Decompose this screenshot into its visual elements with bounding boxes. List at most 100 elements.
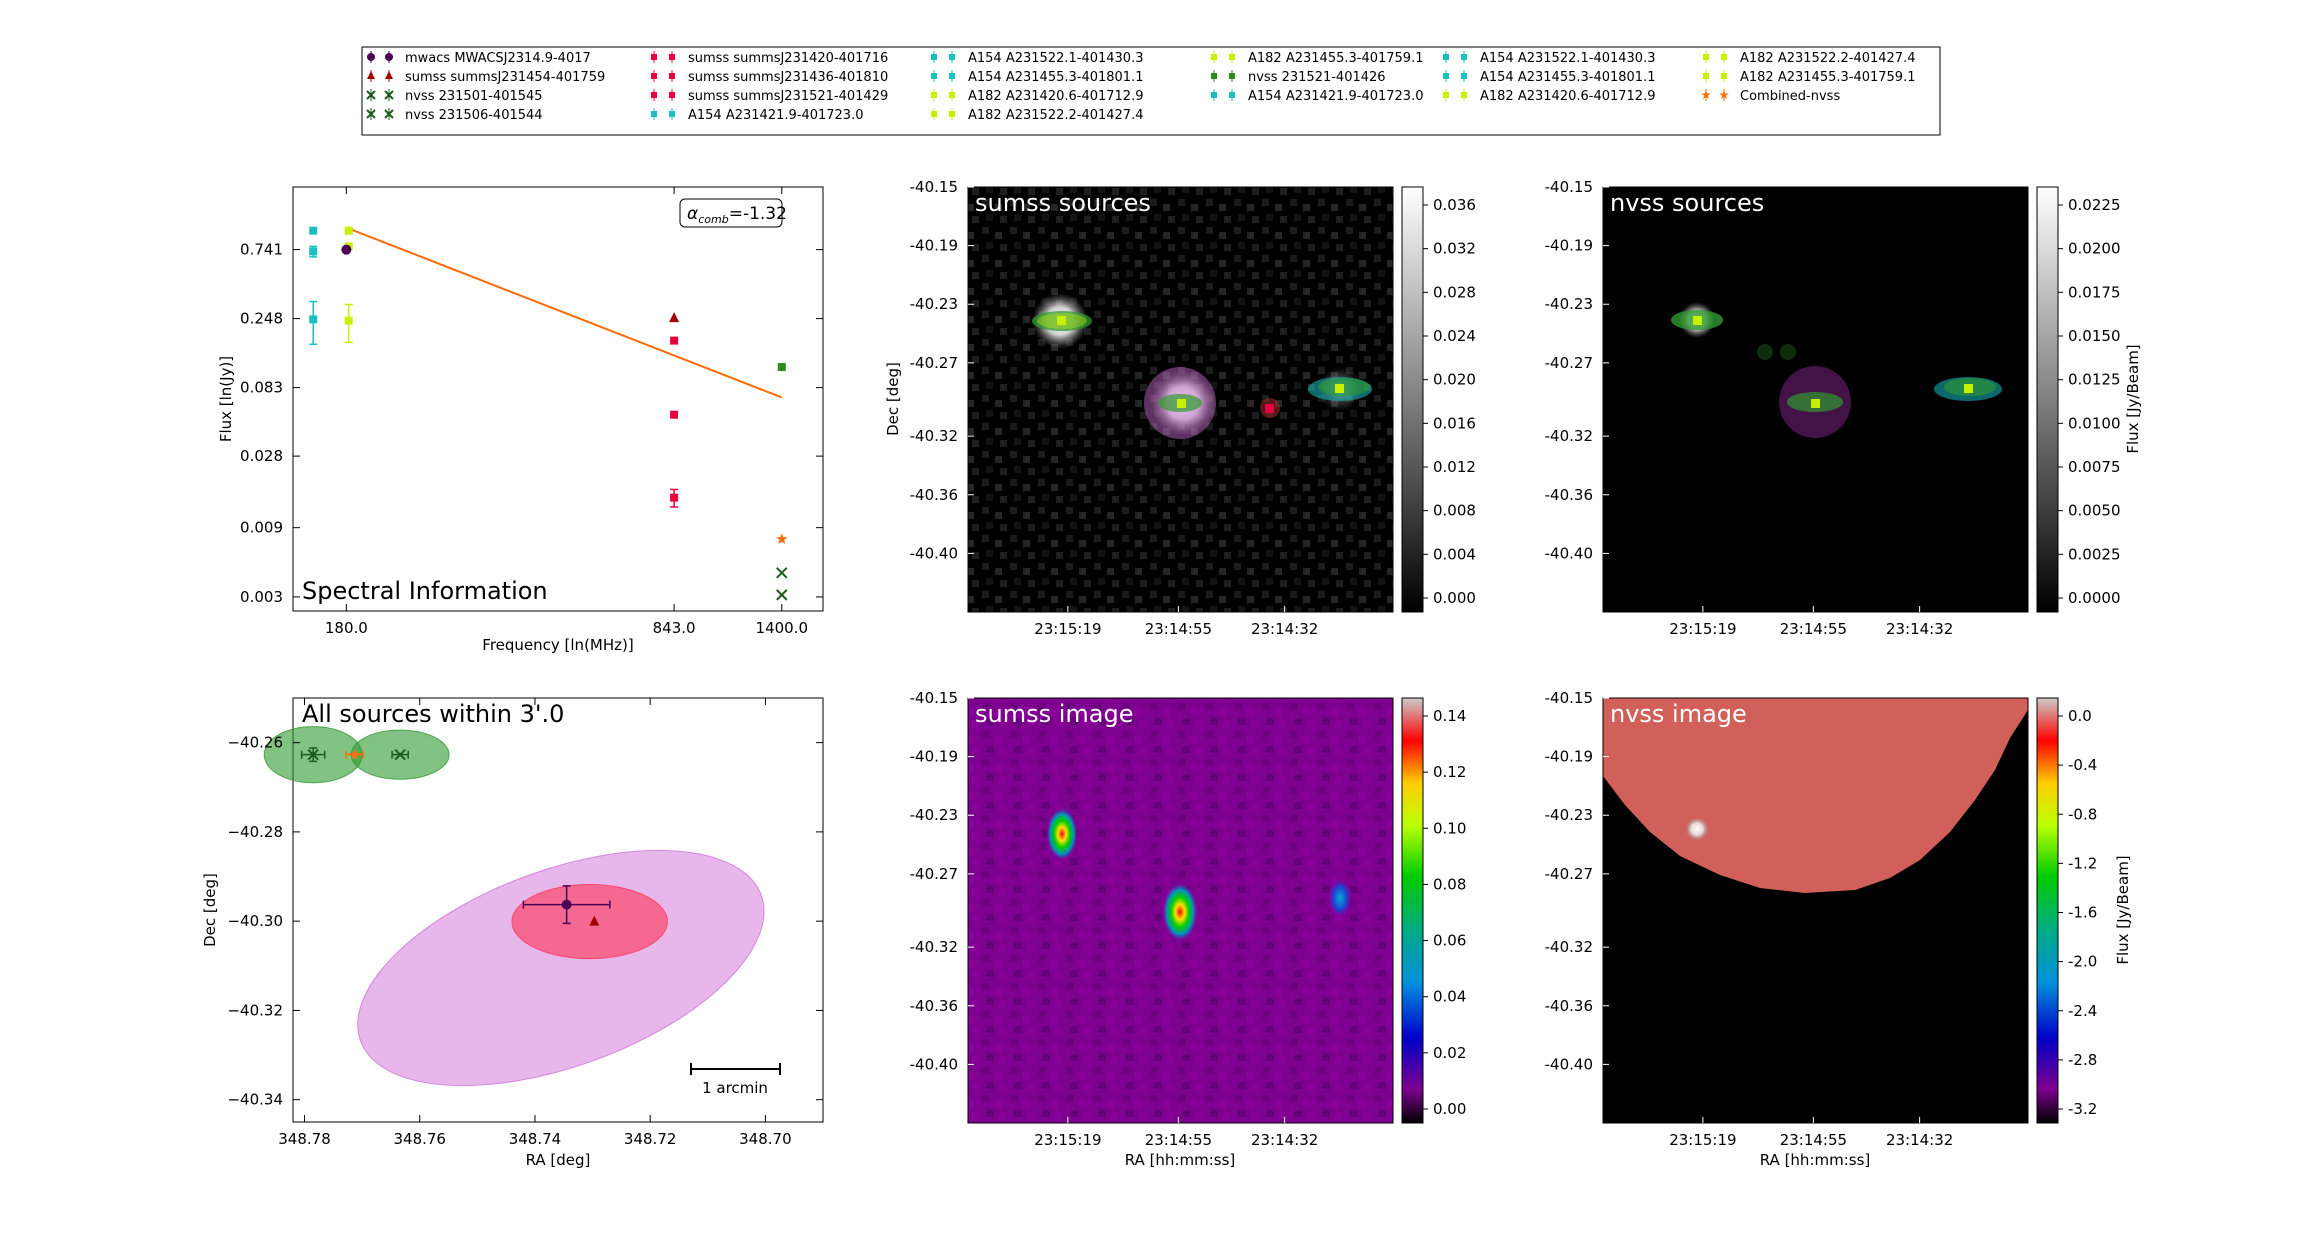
colorbar-tick-label: -2.8 (2068, 1051, 2097, 1069)
colorbar-tick-label: 0.02 (1433, 1044, 1466, 1062)
y-tick-label: -40.40 (1545, 1055, 1593, 1073)
x-tick-label: 23:14:55 (1145, 620, 1212, 638)
spectral-points (309, 226, 788, 601)
scalebar: 1 arcmin (690, 1063, 781, 1097)
y-tick-label: -40.40 (910, 544, 958, 562)
legend-label: A154 A231421.9-401723.0 (688, 108, 863, 123)
y-tick-label: 0.248 (240, 310, 283, 328)
y-tick-label: -40.36 (910, 997, 958, 1015)
nvss-sources-panel: nvss sources -40.15-40.19-40.23-40.27-40… (1545, 178, 2142, 638)
y-tick-label: -40.32 (1545, 938, 1593, 956)
data-point (309, 226, 318, 235)
colorbar-tick-label: 0.00 (1433, 1100, 1466, 1118)
legend-label: nvss 231501-401545 (405, 89, 543, 104)
y-tick-label: −40.30 (227, 912, 283, 930)
nvss-sources-colorbar-ticks: 0.0225 0.0200 0.0175 0.0150 0.0125 0.0100 0.00… (2058, 196, 2121, 607)
y-tick-label: 0.009 (240, 519, 283, 537)
x-tick-label: 348.70 (739, 1130, 792, 1148)
nvss-image-annotation: nvss image (1610, 700, 1747, 728)
blob (1046, 807, 1078, 861)
colorbar-tick-label: -2.4 (2068, 1002, 2097, 1020)
x-tick-label: 23:14:32 (1886, 620, 1953, 638)
legend-label: A182 A231455.3-401759.1 (1248, 51, 1423, 66)
legend-label: A182 A231455.3-401759.1 (1740, 70, 1915, 85)
x-tick-label: 23:14:55 (1780, 1131, 1847, 1149)
sumss-sources-frame (967, 186, 1394, 613)
y-tick-label: 0.003 (240, 588, 283, 606)
y-tick-label: -40.19 (1545, 237, 1593, 255)
marker-square (1693, 316, 1702, 325)
x-tick-label: 23:14:55 (1780, 620, 1847, 638)
colorbar-tick-label: -0.4 (2068, 756, 2097, 774)
sumss-image-colorbar (1401, 697, 1424, 1124)
y-tick-label: -40.36 (1545, 997, 1593, 1015)
sumss-image-xlabel: RA [hh:mm:ss] (1125, 1151, 1236, 1169)
x-tick-label: 23:15:19 (1669, 1131, 1736, 1149)
colorbar-tick-label: 0.032 (1433, 240, 1476, 258)
y-tick-label: -40.36 (1545, 486, 1593, 504)
sumss-sources-panel: sumss sources Dec [deg] -40.15-40.19-40.… (884, 178, 1476, 638)
scalebar-label: 1 arcmin (702, 1079, 768, 1097)
marker-square (1177, 399, 1186, 408)
nvss-image-coverage (1603, 698, 2028, 893)
sumss-image-panel: sumss image RA [hh:mm:ss] -40.15-40.19-4… (910, 689, 1467, 1169)
all-sources-ylabel: Dec [deg] (201, 873, 219, 947)
sumss-image-ticks: -40.15 -40.19 -40.23 -40.27 -40.32 -40.36 -40.… (910, 689, 1319, 1149)
x-tick-label: 23:15:19 (1034, 1131, 1101, 1149)
nvss-image-ticks: -40.15 -40.19 -40.23 -40.27 -40.32 -40.36 -40.… (1545, 689, 1954, 1149)
sumss-sources-ticks: -40.15 -40.19 -40.23 -40.27 -40.32 -40.36 -40.… (910, 178, 1319, 638)
marker-square (1265, 404, 1274, 413)
data-point (670, 410, 679, 419)
colorbar-tick-label: 0.0100 (2068, 414, 2121, 432)
x-tick-label: 1400.0 (756, 619, 809, 637)
y-tick-label: −40.28 (227, 823, 283, 841)
y-tick-label: -40.27 (910, 865, 958, 883)
colorbar-tick-label: 0.036 (1433, 196, 1476, 214)
y-tick-label: -40.40 (1545, 544, 1593, 562)
data-point (589, 915, 600, 926)
colorbar-tick-label: 0.004 (1433, 545, 1476, 563)
y-tick-label: -40.40 (910, 1055, 958, 1073)
y-tick-label: -40.23 (910, 295, 958, 313)
legend-label: A154 A231522.1-401430.3 (1480, 51, 1655, 66)
legend-label: nvss 231506-401544 (405, 108, 543, 123)
colorbar-tick-label: 0.0000 (2068, 589, 2121, 607)
nvss-sources-cbar-label: Flux [Jy/Beam] (2124, 344, 2142, 453)
x-tick-label: 23:15:19 (1669, 620, 1736, 638)
y-tick-label: -40.27 (1545, 865, 1593, 883)
spectral-annotation: Spectral Information (302, 577, 548, 605)
y-tick-label: -40.19 (1545, 748, 1593, 766)
y-tick-label: -40.27 (1545, 354, 1593, 372)
y-tick-label: 0.741 (240, 241, 283, 259)
nvss-sources-annotation: nvss sources (1610, 189, 1764, 217)
y-tick-label: 0.028 (240, 447, 283, 465)
colorbar-tick-label: 0.14 (1433, 707, 1466, 725)
data-point (670, 493, 679, 502)
colorbar-tick-label: 0.0200 (2068, 240, 2121, 258)
colorbar-tick-label: 0.0025 (2068, 545, 2121, 563)
legend-label: A154 A231522.1-401430.3 (968, 51, 1143, 66)
data-point (307, 748, 319, 761)
colorbar-tick-label: 0.0 (2068, 707, 2092, 725)
colorbar-tick-label: 0.0225 (2068, 196, 2121, 214)
nvss-image-cbar-label: Flux [Jy/Beam] (2114, 855, 2132, 964)
data-point (344, 316, 353, 325)
data-point (344, 226, 353, 235)
legend-label: A154 A231455.3-401801.1 (968, 70, 1143, 85)
colorbar-tick-label: 0.0175 (2068, 283, 2121, 301)
x-tick-label: 180.0 (325, 619, 368, 637)
y-tick-label: −40.32 (227, 1001, 283, 1019)
colorbar-tick-label: 0.028 (1433, 283, 1476, 301)
colorbar-tick-label: -1.2 (2068, 854, 2097, 872)
data-point (309, 247, 318, 256)
nvss-image-colorbar (2036, 697, 2059, 1124)
x-tick-label: 23:15:19 (1034, 620, 1101, 638)
y-tick-label: -40.32 (1545, 427, 1593, 445)
legend-label: A182 A231522.2-401427.4 (1740, 51, 1915, 66)
y-tick-label: -40.32 (910, 427, 958, 445)
all-sources-annotation: All sources within 3'.0 (302, 700, 564, 728)
legend-label: sumss summsJ231454-401759 (405, 70, 605, 85)
spectral-xlabel: Frequency [ln(MHz)] (482, 636, 633, 654)
all-sources-ticks: 348.78 348.76 348.74 348.72 348.70 −40.26 −40.… (227, 698, 823, 1148)
alpha-value: =-1.32 (729, 204, 787, 224)
